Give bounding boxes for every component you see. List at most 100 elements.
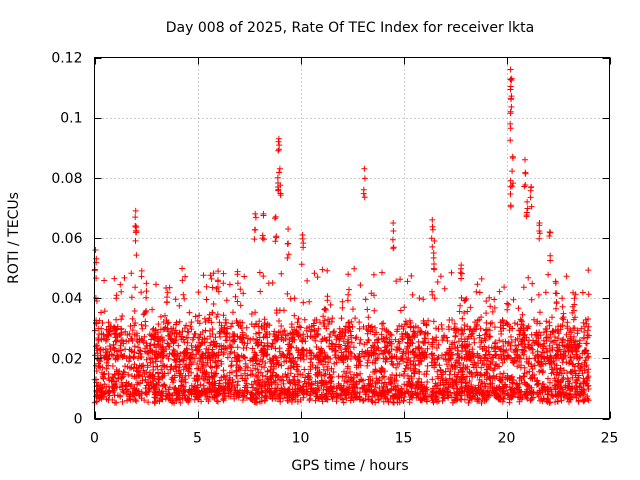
data-point — [178, 333, 185, 340]
data-point — [280, 351, 287, 358]
data-point — [455, 327, 462, 334]
data-point — [170, 339, 177, 346]
data-point — [347, 328, 354, 335]
data-point — [515, 342, 522, 348]
data-point — [257, 356, 264, 363]
data-point — [330, 329, 337, 336]
data-point — [203, 283, 210, 290]
data-point — [416, 375, 423, 382]
data-point — [116, 384, 123, 391]
data-point — [365, 322, 372, 329]
data-point — [396, 389, 403, 395]
data-point — [319, 266, 326, 273]
data-point — [237, 302, 244, 309]
data-point — [494, 392, 501, 399]
data-point — [522, 169, 529, 176]
x-axis-label: GPS time / hours — [291, 458, 408, 474]
data-point — [239, 389, 246, 396]
data-point — [517, 316, 524, 323]
data-point — [323, 386, 330, 393]
data-point — [483, 369, 490, 376]
data-point — [210, 301, 217, 307]
data-point — [164, 299, 171, 305]
data-point — [193, 351, 200, 358]
data-point — [215, 357, 222, 364]
data-point — [276, 307, 283, 314]
data-point — [274, 357, 281, 364]
data-point — [128, 294, 135, 301]
data-point — [408, 373, 415, 380]
data-point — [220, 367, 227, 374]
data-point — [206, 394, 213, 401]
data-point — [476, 289, 483, 296]
data-point — [241, 377, 248, 384]
data-point — [224, 325, 231, 332]
data-point — [276, 392, 283, 399]
data-point — [154, 394, 161, 401]
data-point — [278, 323, 285, 329]
data-point — [508, 75, 515, 82]
data-point — [353, 364, 360, 371]
data-point — [381, 326, 388, 333]
data-point — [95, 360, 102, 367]
data-point — [461, 387, 468, 394]
data-point — [285, 397, 292, 404]
data-point — [369, 393, 376, 400]
data-point — [140, 367, 147, 374]
data-point — [570, 337, 577, 344]
data-point — [492, 339, 499, 346]
data-point — [507, 202, 514, 209]
data-point — [154, 341, 161, 347]
data-point — [192, 313, 199, 320]
data-point — [291, 312, 298, 319]
data-point — [110, 389, 116, 396]
data-point — [147, 342, 154, 349]
data-point — [291, 336, 298, 343]
data-point — [431, 295, 438, 302]
data-point — [290, 376, 296, 383]
data-point — [527, 194, 534, 201]
data-point — [159, 370, 166, 377]
data-point — [378, 320, 385, 327]
data-point — [112, 330, 119, 337]
data-point — [118, 316, 125, 323]
data-point — [272, 215, 278, 222]
data-point — [114, 353, 121, 360]
data-point — [531, 316, 537, 323]
data-point — [420, 338, 426, 345]
data-point — [537, 332, 544, 339]
data-point — [567, 354, 574, 361]
data-point — [521, 364, 528, 371]
data-point — [458, 385, 464, 392]
data-point — [188, 326, 195, 333]
data-point — [500, 322, 506, 329]
data-point — [261, 364, 268, 371]
data-point — [495, 396, 502, 402]
data-point — [300, 240, 307, 247]
data-point — [308, 326, 315, 333]
data-point — [537, 309, 543, 316]
data-point — [467, 325, 474, 332]
data-point — [172, 364, 179, 370]
data-point — [299, 235, 306, 242]
data-point — [215, 288, 222, 295]
data-point — [132, 223, 139, 230]
data-point — [361, 194, 368, 201]
data-point — [228, 358, 235, 365]
data-point — [285, 386, 292, 393]
data-point — [111, 275, 118, 282]
data-point — [559, 339, 566, 346]
data-point — [518, 317, 525, 324]
data-point — [252, 210, 259, 217]
data-point — [137, 353, 144, 360]
data-point — [169, 392, 176, 399]
data-point — [265, 280, 272, 287]
data-point — [98, 325, 105, 332]
data-point — [464, 323, 471, 330]
data-point — [420, 296, 427, 303]
data-point — [240, 353, 247, 360]
data-point — [137, 369, 143, 376]
data-point — [172, 296, 179, 303]
data-point — [276, 165, 283, 172]
data-point — [237, 365, 244, 372]
